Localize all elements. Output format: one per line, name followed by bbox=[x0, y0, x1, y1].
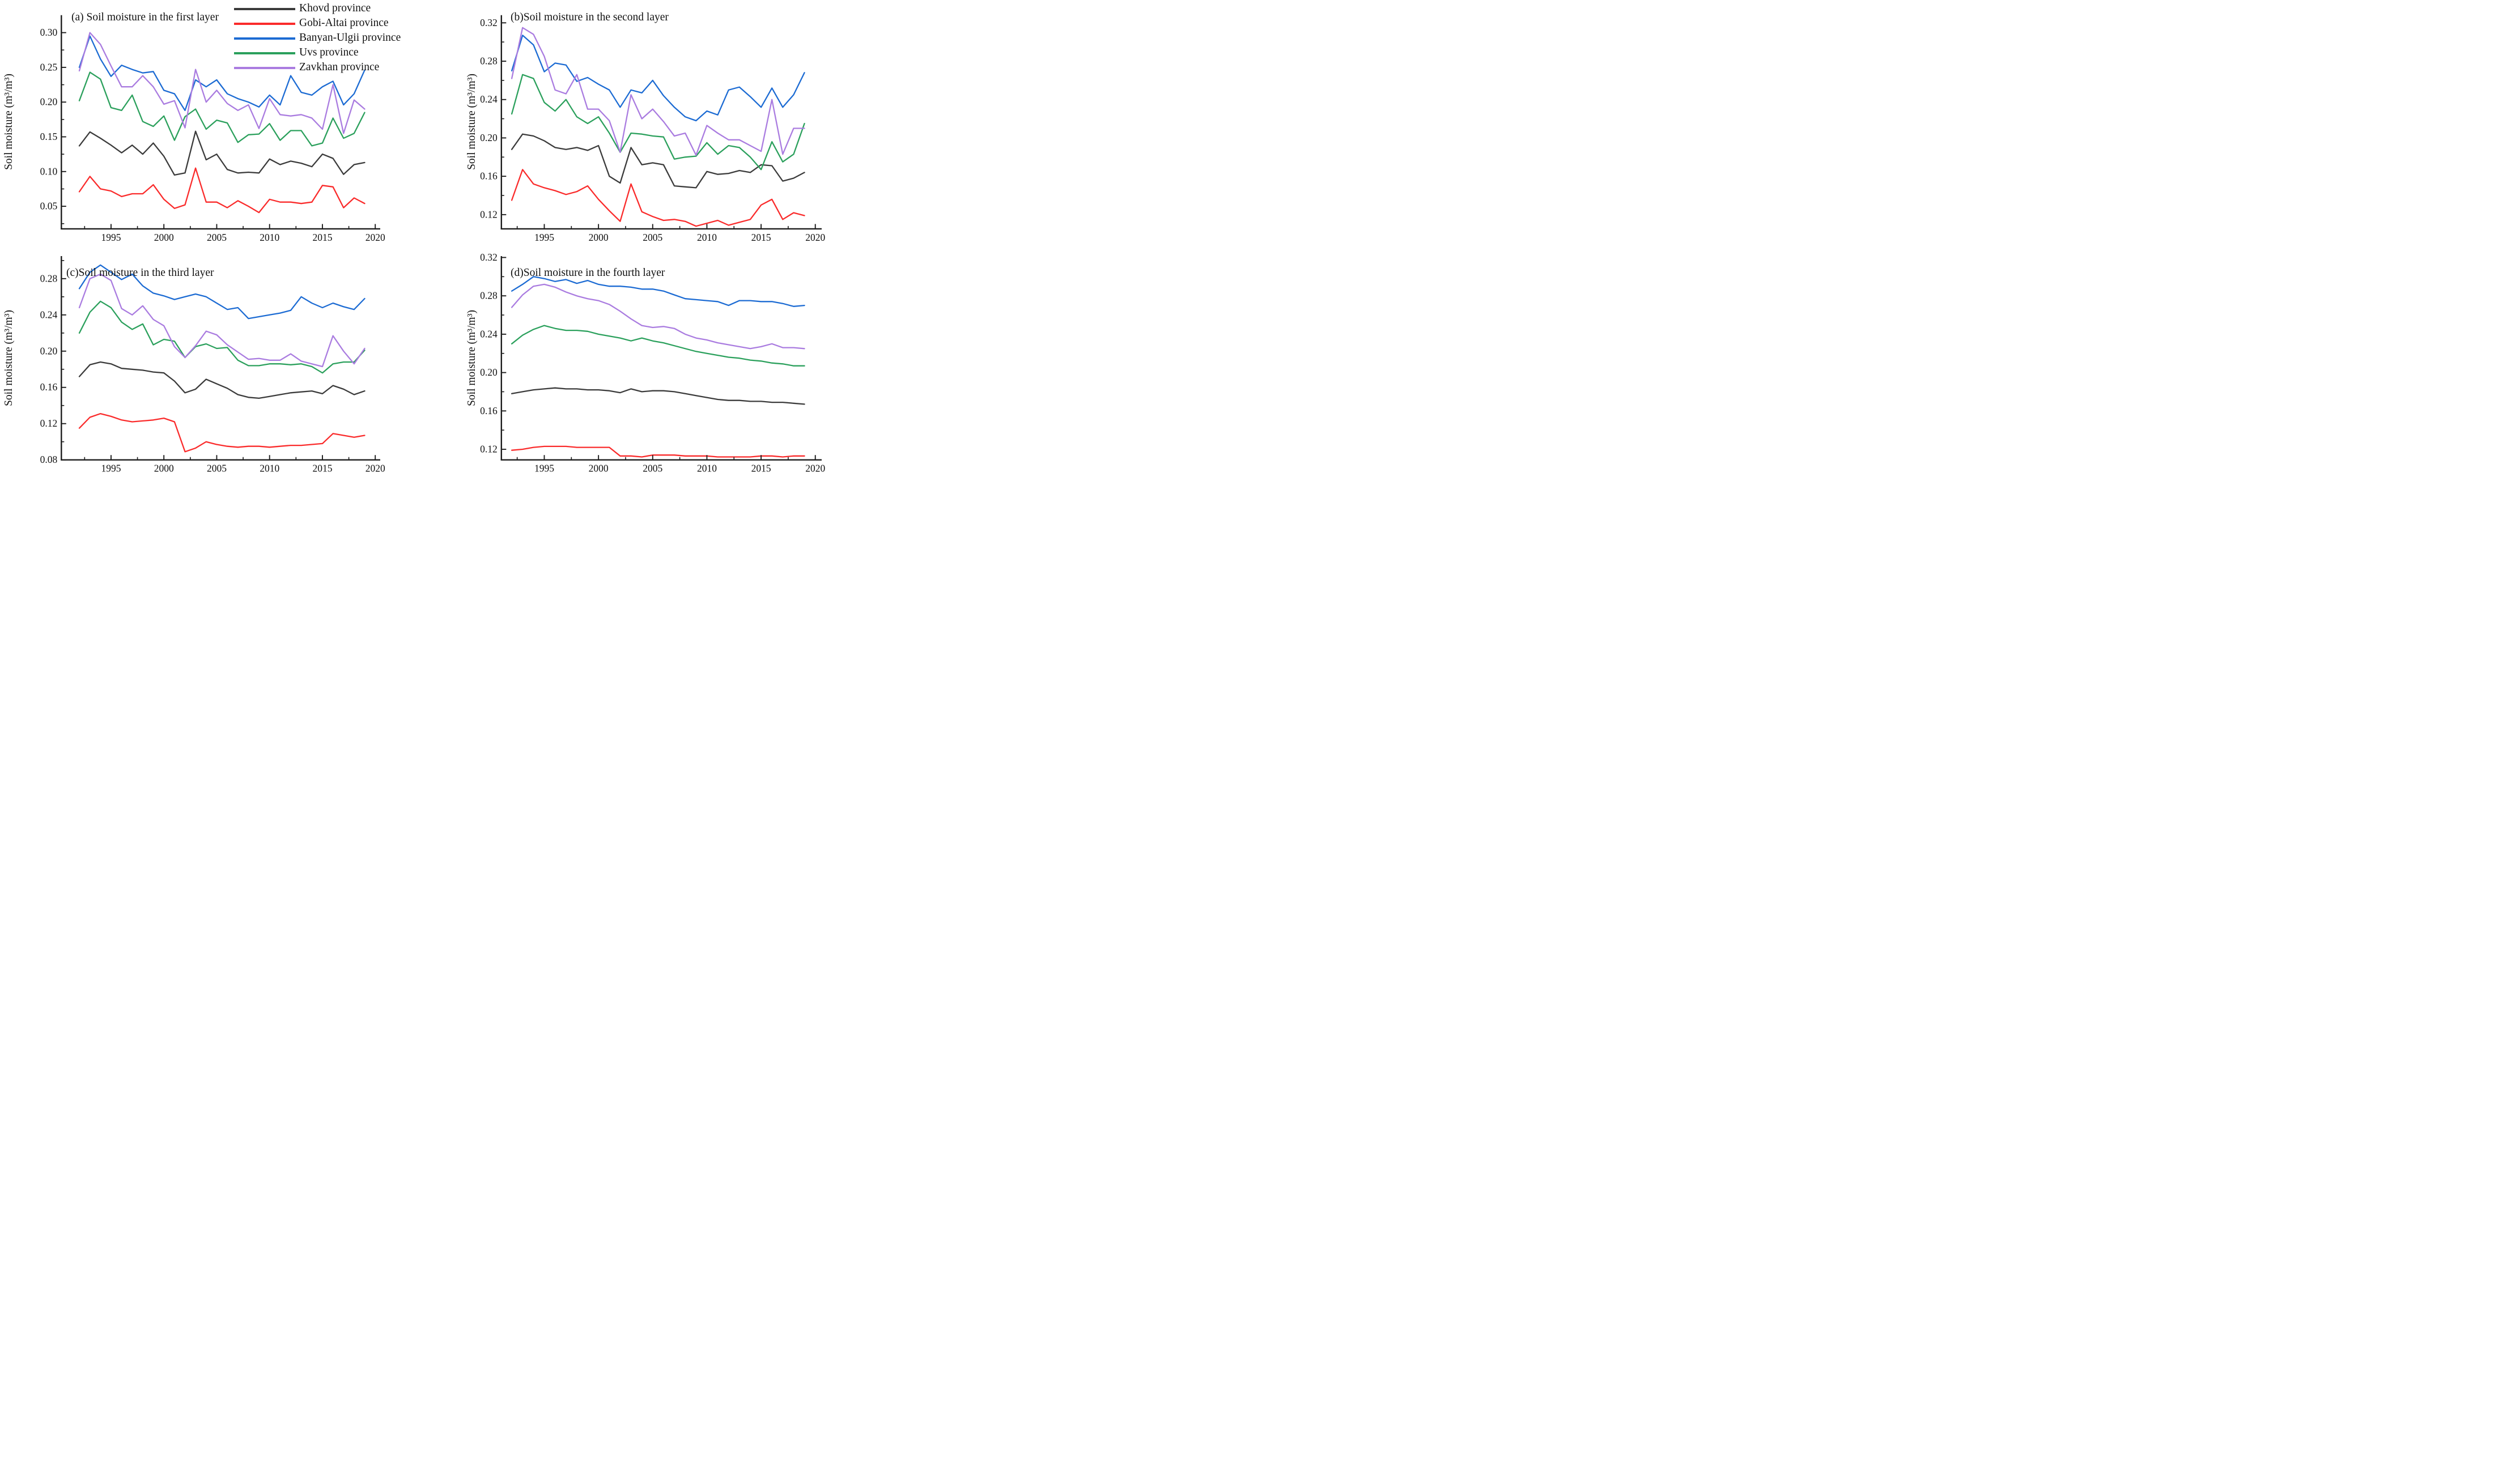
series-line-b-0 bbox=[511, 133, 805, 189]
legend-item-gobi-altai: Gobi-Altai province bbox=[234, 16, 401, 31]
chart-d: 0.12 0.16 0.20 0.24 0.28 0.32 1995 2000 2005 2010… bbox=[466, 252, 825, 474]
y-tick-label: 0.32 bbox=[480, 17, 498, 28]
y-tick-label: 0.12 bbox=[480, 208, 498, 220]
x-tick-label: 2010 bbox=[260, 232, 279, 243]
series-line-b-3 bbox=[511, 74, 805, 171]
x-tick-label: 2020 bbox=[805, 232, 825, 243]
series-line-d-4 bbox=[511, 283, 805, 350]
chart-b: 0.12 0.16 0.20 0.24 0.28 0.32 1995 2000 2005 2010… bbox=[466, 11, 825, 243]
series-line-c-1 bbox=[78, 412, 366, 453]
x-tick-label: 2000 bbox=[154, 463, 174, 474]
y-tick-label: 0.05 bbox=[40, 201, 58, 212]
chart-a: 0.05 0.10 0.15 0.20 0.25 0.30 1995 2000 2005 2010… bbox=[3, 11, 385, 243]
series-line-b-1 bbox=[511, 169, 805, 227]
series-line-c-3 bbox=[78, 300, 366, 374]
legend: Khovd province Gobi-Altai province Banya… bbox=[234, 2, 401, 75]
legend-item-khovd: Khovd province bbox=[234, 2, 401, 16]
x-tick-label: 2000 bbox=[589, 463, 609, 474]
y-tick-label: 0.28 bbox=[40, 273, 58, 284]
legend-line-swatch-khovd bbox=[234, 8, 295, 10]
series-line-a-2 bbox=[78, 35, 366, 112]
y-axis-label-d: Soil moisture (m³/m³) bbox=[466, 310, 478, 406]
chart-c: 0.08 0.12 0.16 0.20 0.24 0.28 1995 2000 2005 2010… bbox=[3, 256, 385, 474]
y-tick-label: 0.24 bbox=[40, 309, 58, 320]
y-tick-label: 0.28 bbox=[480, 290, 498, 301]
series-line-c-4 bbox=[78, 273, 366, 368]
y-tick-label: 0.25 bbox=[40, 61, 58, 73]
series-line-a-4 bbox=[78, 32, 366, 134]
chart-title-a: (a) Soil moisture in the first layer bbox=[71, 11, 219, 23]
series-line-a-0 bbox=[78, 130, 366, 176]
x-tick-label: 1995 bbox=[534, 463, 554, 474]
series-line-d-0 bbox=[511, 387, 805, 405]
y-tick-label: 0.08 bbox=[40, 454, 58, 465]
x-tick-label: 1995 bbox=[101, 463, 121, 474]
y-tick-label: 0.20 bbox=[480, 132, 498, 143]
series-line-c-2 bbox=[78, 264, 366, 320]
y-tick-label: 0.12 bbox=[480, 444, 498, 455]
legend-label-banyan-ulgii: Banyan-Ulgii province bbox=[299, 32, 401, 44]
y-tick-label: 0.20 bbox=[480, 367, 498, 378]
chart-title-b: (b)Soil moisture in the second layer bbox=[511, 11, 669, 23]
y-tick-label: 0.28 bbox=[480, 56, 498, 67]
series-line-b-2 bbox=[511, 35, 805, 122]
series-line-a-1 bbox=[78, 167, 366, 214]
x-tick-label: 2015 bbox=[751, 463, 771, 474]
x-tick-label: 2005 bbox=[207, 232, 227, 243]
x-tick-label: 2020 bbox=[366, 232, 385, 243]
series-line-d-2 bbox=[511, 276, 805, 307]
x-tick-label: 2010 bbox=[697, 463, 717, 474]
series-line-c-0 bbox=[78, 361, 366, 399]
y-tick-label: 0.16 bbox=[40, 381, 58, 393]
y-tick-label: 0.12 bbox=[40, 418, 58, 429]
legend-label-khovd: Khovd province bbox=[299, 2, 371, 15]
x-tick-label: 2015 bbox=[312, 232, 332, 243]
x-tick-label: 2005 bbox=[207, 463, 227, 474]
figure-canvas: 0.05 0.10 0.15 0.20 0.25 0.30 1995 2000 2005 2010… bbox=[0, 0, 840, 488]
y-tick-label: 0.30 bbox=[40, 27, 58, 38]
y-axis-label-b: Soil moisture (m³/m³) bbox=[466, 74, 478, 170]
series-line-d-3 bbox=[511, 325, 805, 367]
x-tick-label: 2005 bbox=[643, 232, 662, 243]
chart-title-d: (d)Soil moisture in the fourth layer bbox=[511, 267, 665, 279]
x-tick-label: 2000 bbox=[154, 232, 174, 243]
y-tick-label: 0.16 bbox=[480, 171, 498, 182]
y-tick-label: 0.15 bbox=[40, 131, 58, 142]
series-line-d-1 bbox=[511, 445, 805, 458]
legend-line-swatch-banyan-ulgii bbox=[234, 37, 295, 40]
series-line-a-3 bbox=[78, 71, 366, 147]
y-tick-label: 0.20 bbox=[40, 345, 58, 356]
legend-item-uvs: Uvs province bbox=[234, 46, 401, 61]
charts-svg: 0.05 0.10 0.15 0.20 0.25 0.30 1995 2000 2005 2010… bbox=[3, 11, 825, 474]
legend-label-uvs: Uvs province bbox=[299, 46, 359, 59]
legend-line-swatch-uvs bbox=[234, 52, 295, 54]
legend-line-swatch-gobi-altai bbox=[234, 23, 295, 25]
y-tick-label: 0.24 bbox=[480, 93, 498, 105]
legend-line-swatch-zavkhan bbox=[234, 67, 295, 69]
series-line-b-4 bbox=[511, 27, 805, 156]
x-tick-label: 2020 bbox=[366, 463, 385, 474]
x-tick-label: 2010 bbox=[697, 232, 717, 243]
y-tick-label: 0.16 bbox=[480, 405, 498, 416]
x-tick-label: 2010 bbox=[260, 463, 279, 474]
legend-item-zavkhan: Zavkhan province bbox=[234, 61, 401, 75]
y-axis-label-a: Soil moisture (m³/m³) bbox=[3, 74, 15, 170]
x-tick-label: 2020 bbox=[805, 463, 825, 474]
chart-title-c: (c)Soil moisture in the third layer bbox=[66, 267, 214, 279]
y-tick-label: 0.20 bbox=[40, 96, 58, 108]
legend-label-gobi-altai: Gobi-Altai province bbox=[299, 17, 389, 29]
x-tick-label: 2015 bbox=[312, 463, 332, 474]
x-tick-label: 1995 bbox=[101, 232, 121, 243]
x-tick-label: 2005 bbox=[643, 463, 662, 474]
y-tick-label: 0.32 bbox=[480, 252, 498, 263]
y-axis-label-c: Soil moisture (m³/m³) bbox=[3, 310, 15, 406]
x-tick-label: 1995 bbox=[534, 232, 554, 243]
legend-item-banyan-ulgii: Banyan-Ulgii province bbox=[234, 31, 401, 46]
legend-label-zavkhan: Zavkhan province bbox=[299, 61, 380, 74]
x-tick-label: 2000 bbox=[589, 232, 609, 243]
y-tick-label: 0.10 bbox=[40, 165, 58, 177]
y-tick-label: 0.24 bbox=[480, 328, 498, 339]
x-tick-label: 2015 bbox=[751, 232, 771, 243]
